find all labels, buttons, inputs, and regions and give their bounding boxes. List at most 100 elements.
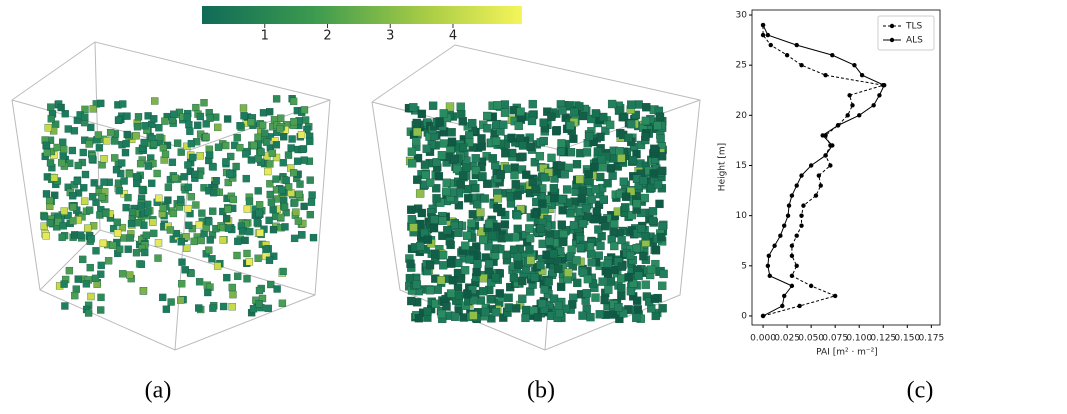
voxel — [307, 198, 316, 206]
voxel — [266, 190, 274, 199]
voxel — [648, 207, 658, 216]
voxel — [265, 256, 274, 264]
voxel — [47, 115, 55, 123]
data-point — [766, 253, 772, 258]
data-point — [871, 103, 876, 108]
voxel — [196, 152, 204, 160]
voxel — [124, 245, 132, 253]
voxel — [587, 114, 596, 124]
voxel — [64, 125, 72, 133]
voxel — [484, 242, 493, 251]
voxel — [504, 303, 513, 312]
voxel — [538, 199, 547, 208]
voxel — [500, 220, 510, 229]
voxel — [178, 280, 186, 288]
voxel — [433, 285, 442, 294]
voxel — [650, 294, 660, 303]
voxel — [428, 101, 438, 110]
voxel — [205, 151, 214, 159]
voxel — [435, 118, 444, 127]
voxel — [102, 209, 110, 217]
voxel — [641, 280, 650, 289]
voxel — [84, 309, 93, 317]
voxel — [184, 161, 192, 169]
voxel — [73, 177, 82, 185]
voxel — [447, 128, 456, 137]
voxel — [133, 123, 142, 131]
voxel — [566, 148, 576, 157]
voxel — [458, 117, 467, 126]
voxel — [522, 305, 531, 315]
voxel — [289, 97, 298, 106]
data-point — [823, 73, 828, 78]
voxel — [128, 208, 137, 216]
voxel — [177, 296, 185, 304]
data-point — [813, 193, 819, 198]
voxel — [591, 109, 601, 118]
voxel — [592, 207, 601, 216]
voxel — [653, 121, 662, 130]
voxel — [132, 132, 140, 140]
colorbar-tick-label: 1 — [261, 29, 269, 44]
data-point — [794, 263, 799, 269]
voxel — [161, 150, 170, 159]
voxel — [40, 213, 49, 221]
voxel — [123, 112, 131, 120]
voxel — [413, 153, 423, 163]
voxel — [642, 103, 651, 112]
voxel — [97, 270, 105, 278]
voxel — [87, 123, 95, 132]
voxel — [591, 293, 600, 302]
voxel — [88, 192, 97, 201]
voxel — [43, 149, 51, 157]
voxel — [297, 131, 306, 139]
voxel — [590, 163, 599, 172]
voxel — [212, 177, 220, 185]
voxel — [279, 159, 287, 167]
series-line — [762, 25, 884, 317]
box-a-back — [99, 229, 316, 296]
voxel — [97, 99, 105, 108]
voxel — [434, 172, 444, 181]
voxel — [531, 184, 540, 194]
data-point — [789, 273, 795, 279]
voxel — [415, 189, 425, 198]
voxel — [547, 153, 556, 163]
voxel — [627, 210, 637, 220]
voxel — [255, 300, 263, 308]
voxel — [187, 139, 196, 148]
voxel — [456, 102, 465, 111]
voxel — [537, 299, 547, 308]
voxel — [420, 160, 430, 169]
voxel — [280, 203, 289, 211]
voxel — [511, 304, 521, 313]
data-point — [808, 283, 814, 289]
voxel — [626, 251, 635, 260]
voxel — [191, 170, 199, 178]
voxel — [545, 230, 554, 239]
voxel — [639, 176, 648, 185]
voxel — [471, 154, 480, 163]
voxel — [626, 287, 636, 296]
voxel — [442, 302, 451, 311]
box-b — [371, 44, 701, 351]
voxel — [303, 125, 311, 134]
x-tick-label: 0.075 — [822, 334, 848, 344]
voxel — [296, 180, 304, 188]
voxel — [584, 169, 593, 179]
voxel — [284, 151, 293, 159]
voxel — [219, 302, 228, 311]
y-tick-label: 30 — [736, 11, 748, 21]
y-tick-label: 25 — [736, 61, 747, 71]
voxel — [224, 178, 232, 187]
voxel — [134, 219, 142, 227]
voxel — [141, 122, 149, 130]
data-point — [782, 223, 787, 228]
voxel — [228, 283, 236, 292]
voxel — [120, 177, 128, 185]
voxel — [603, 179, 612, 188]
voxel — [266, 180, 274, 188]
voxel — [493, 194, 503, 203]
voxel — [178, 258, 186, 266]
voxel — [514, 260, 523, 270]
